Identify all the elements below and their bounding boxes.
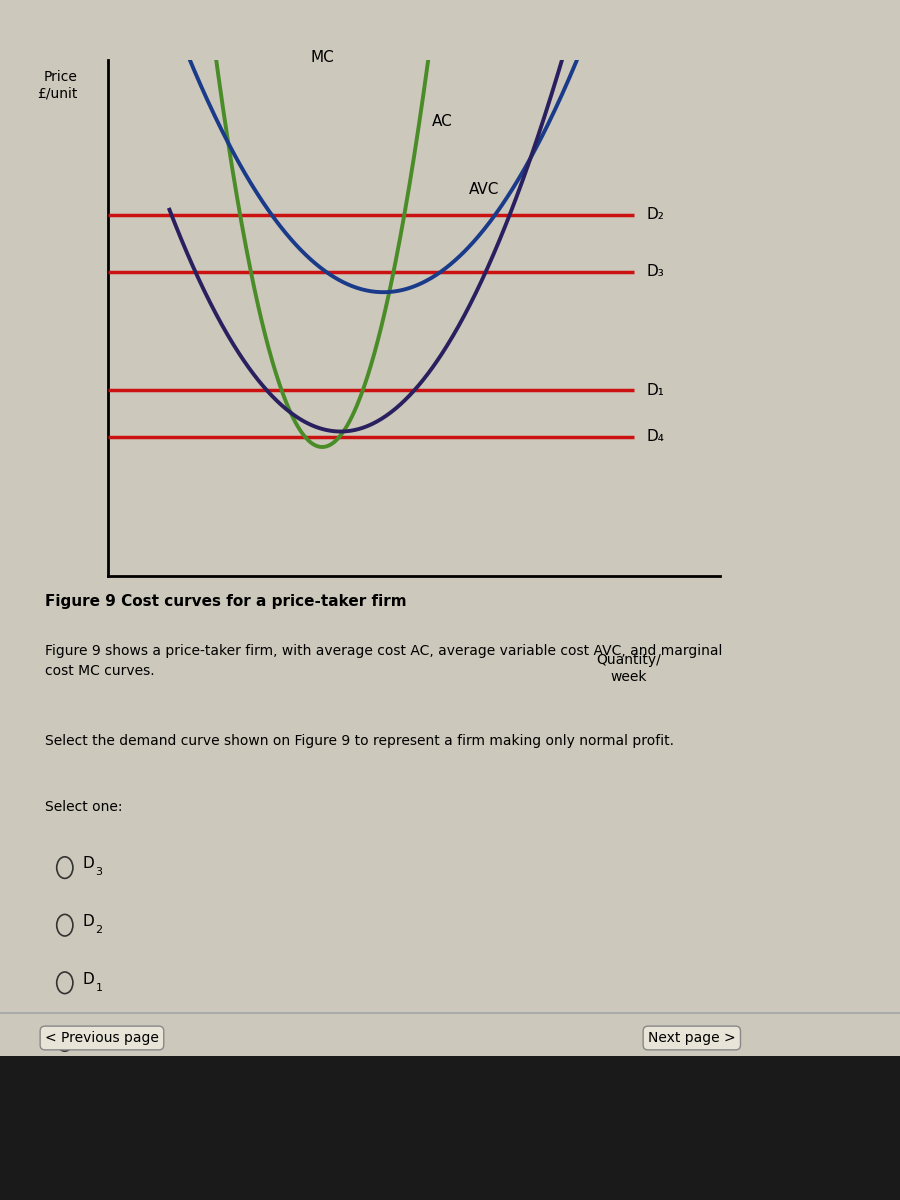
Text: 3: 3 (95, 868, 103, 877)
Text: D₄: D₄ (646, 430, 664, 444)
Text: Figure 9 Cost curves for a price-taker firm: Figure 9 Cost curves for a price-taker f… (45, 594, 407, 608)
Text: Figure 9 shows a price-taker firm, with average cost AC, average variable cost A: Figure 9 shows a price-taker firm, with … (45, 644, 723, 678)
Text: D₃: D₃ (646, 264, 664, 280)
Text: D: D (83, 857, 94, 871)
Text: D₂: D₂ (646, 208, 664, 222)
Text: 1: 1 (95, 983, 103, 992)
Text: Next page >: Next page > (648, 1031, 735, 1045)
Text: D: D (83, 914, 94, 929)
Text: Select the demand curve shown on Figure 9 to represent a firm making only normal: Select the demand curve shown on Figure … (45, 734, 674, 749)
Text: < Previous page: < Previous page (45, 1031, 159, 1045)
Text: AVC: AVC (469, 181, 500, 197)
Text: D: D (83, 1030, 94, 1044)
Text: D₁: D₁ (646, 383, 664, 397)
Text: 2: 2 (95, 925, 103, 935)
Text: AC: AC (432, 114, 453, 130)
Text: MC: MC (310, 49, 334, 65)
Text: D: D (83, 972, 94, 986)
Text: Quantity/
week: Quantity/ week (596, 653, 661, 684)
Text: Price
£/unit: Price £/unit (37, 71, 77, 101)
Text: Select one:: Select one: (45, 800, 122, 815)
Text: 4: 4 (95, 1040, 103, 1050)
